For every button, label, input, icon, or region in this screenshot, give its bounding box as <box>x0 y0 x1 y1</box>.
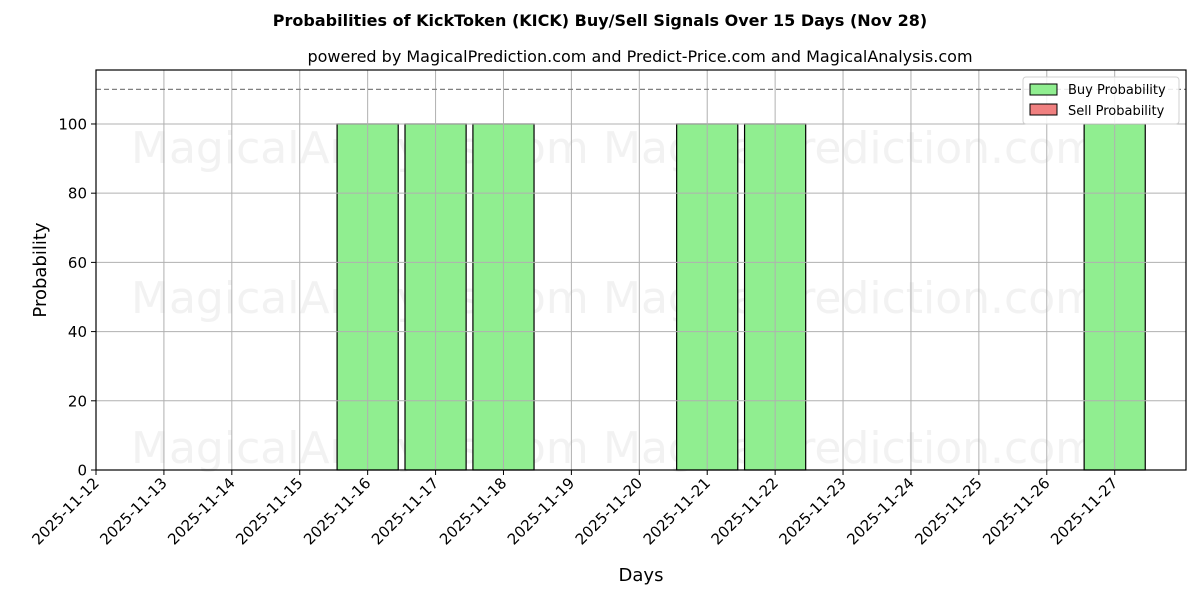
legend-sell-swatch <box>1029 103 1058 116</box>
y-tick-label: 20 <box>68 392 87 410</box>
x-tick-label: 2025-11-25 <box>911 474 985 548</box>
plot-background <box>96 70 1186 470</box>
chart-subtitle: powered by MagicalPrediction.com and Pre… <box>307 47 972 66</box>
x-tick-label: 2025-11-12 <box>28 474 102 548</box>
y-tick-label: 60 <box>68 254 87 272</box>
y-tick-label: 80 <box>68 185 87 203</box>
y-tick-label: 100 <box>58 115 87 133</box>
legend-sell-label: Sell Probability <box>1068 104 1165 119</box>
x-tick-label: 2025-11-27 <box>1047 474 1121 548</box>
legend-buy-label: Buy Probability <box>1068 83 1166 98</box>
x-axis-label: Days <box>619 565 664 586</box>
y-axis-ticks: 0 20 40 60 80 100 <box>58 115 96 480</box>
axes-frame <box>95 69 1187 471</box>
x-tick-label: 2025-11-21 <box>640 474 714 548</box>
x-tick-label: 2025-11-15 <box>232 474 306 548</box>
legend-box <box>1022 76 1180 125</box>
x-tick-label: 2025-11-23 <box>775 474 849 548</box>
x-tick-label: 2025-11-16 <box>300 474 374 548</box>
x-tick-label: 2025-11-22 <box>708 474 782 548</box>
x-tick-label: 2025-11-24 <box>843 474 917 548</box>
x-tick-label: 2025-11-20 <box>572 474 646 548</box>
x-tick-label: 2025-11-26 <box>979 474 1053 548</box>
plot-area: MagicalAnalysis.comMagicalPrediction.com… <box>28 69 1187 548</box>
legend-buy-swatch <box>1029 83 1058 96</box>
x-tick-label: 2025-11-14 <box>164 474 238 548</box>
y-axis-label: Probability <box>30 222 51 317</box>
x-tick-label: 2025-11-18 <box>436 474 510 548</box>
x-tick-label: 2025-11-17 <box>368 474 442 548</box>
x-tick-label: 2025-11-13 <box>96 474 170 548</box>
y-tick-label: 40 <box>68 323 87 341</box>
chart-title: Probabilities of KickToken (KICK) Buy/Se… <box>273 11 927 30</box>
x-axis-ticks: 2025-11-122025-11-132025-11-142025-11-15… <box>28 470 1122 548</box>
y-tick-label: 0 <box>77 462 87 480</box>
legend: Buy Probability Sell Probability <box>1022 76 1180 125</box>
x-tick-label: 2025-11-19 <box>504 474 578 548</box>
